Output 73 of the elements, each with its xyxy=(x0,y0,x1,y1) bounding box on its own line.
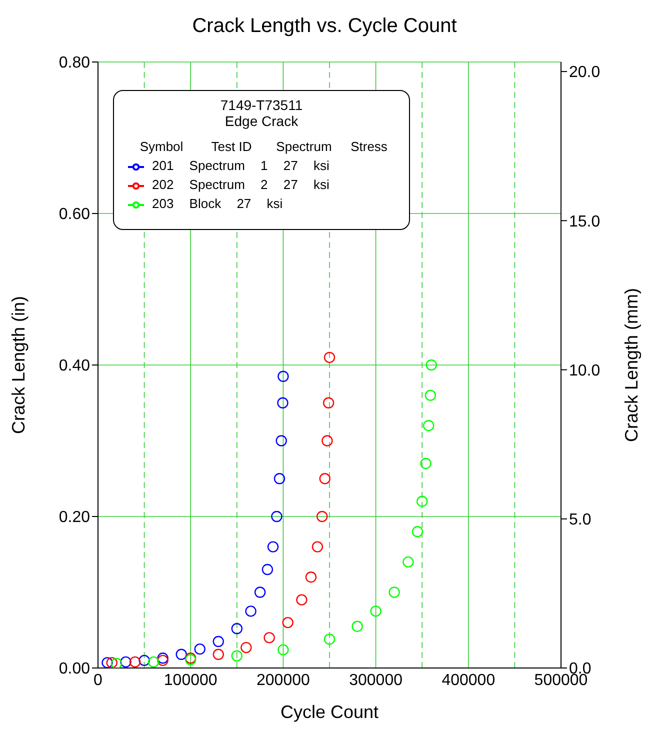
point xyxy=(148,656,160,668)
point xyxy=(271,510,282,522)
legend-title: 7149-T73511 Edge Crack xyxy=(219,97,304,129)
point xyxy=(267,541,279,552)
annotation: Test ID xyxy=(210,139,253,154)
point xyxy=(212,636,224,648)
x-tick-label: 0 xyxy=(94,672,102,690)
point xyxy=(422,420,434,432)
point xyxy=(231,650,242,662)
point xyxy=(176,648,187,660)
chart-title: Crack Length vs. Cycle Count xyxy=(191,14,458,39)
point xyxy=(322,397,334,408)
point xyxy=(157,652,168,664)
point xyxy=(402,556,414,568)
x-axis-title: Cycle Count xyxy=(280,702,379,722)
point xyxy=(276,435,287,446)
point xyxy=(106,657,118,668)
point xyxy=(254,586,266,598)
point xyxy=(324,634,336,645)
y2-tick-label: 20.0 xyxy=(569,64,600,82)
annotation: Spectrum xyxy=(275,139,333,154)
point xyxy=(110,658,122,668)
point xyxy=(231,623,242,634)
x-tick-label: 400000 xyxy=(442,672,496,690)
y-tick-label: 0.80 xyxy=(58,54,90,72)
y-tick-label: 0.40 xyxy=(58,358,90,375)
point xyxy=(240,642,252,654)
y-tick-label: 0.20 xyxy=(58,509,90,526)
point xyxy=(278,370,289,382)
point xyxy=(278,644,289,656)
point xyxy=(370,606,382,617)
point xyxy=(102,657,113,668)
point xyxy=(282,616,294,628)
y2-tick-label: 5.0 xyxy=(569,512,592,529)
point xyxy=(352,620,363,632)
y-axis-title: Crack Length (in) xyxy=(8,296,28,434)
x-tick-label: 100000 xyxy=(164,672,218,690)
point xyxy=(416,496,428,507)
point xyxy=(319,473,330,484)
legend-label: 203 Block 27 ksi xyxy=(152,196,283,211)
point xyxy=(277,397,288,408)
x-tick-label: 300000 xyxy=(349,672,402,690)
point xyxy=(120,656,132,668)
y2-tick-label: 15.0 xyxy=(569,213,600,230)
y2-tick-label: 10.0 xyxy=(569,362,600,380)
y2-axis-title: Crack Length (mm) xyxy=(621,288,642,442)
legend-label: 201 Spectrum 1 27 ksi xyxy=(152,158,330,173)
point xyxy=(212,648,224,660)
point xyxy=(426,359,437,371)
y-tick-label: 0.00 xyxy=(58,660,90,678)
point xyxy=(138,654,150,666)
point xyxy=(388,586,400,598)
x-tick-label: 200000 xyxy=(256,672,310,690)
point xyxy=(305,572,317,583)
point xyxy=(245,606,256,617)
point xyxy=(296,594,308,606)
point xyxy=(412,526,424,538)
point xyxy=(312,541,324,552)
legend-label: 202 Spectrum 2 27 ksi xyxy=(152,177,330,192)
point xyxy=(324,352,336,364)
point xyxy=(316,510,328,522)
point xyxy=(274,473,286,484)
annotation: Symbol xyxy=(138,139,184,154)
annotation: Stress xyxy=(350,139,388,154)
point xyxy=(129,656,141,668)
point xyxy=(322,435,333,446)
point xyxy=(424,390,436,401)
point xyxy=(262,564,274,576)
y-tick-label: 0.60 xyxy=(58,206,90,224)
point xyxy=(157,654,168,666)
point xyxy=(264,632,275,644)
point xyxy=(194,643,206,655)
point xyxy=(420,458,432,470)
